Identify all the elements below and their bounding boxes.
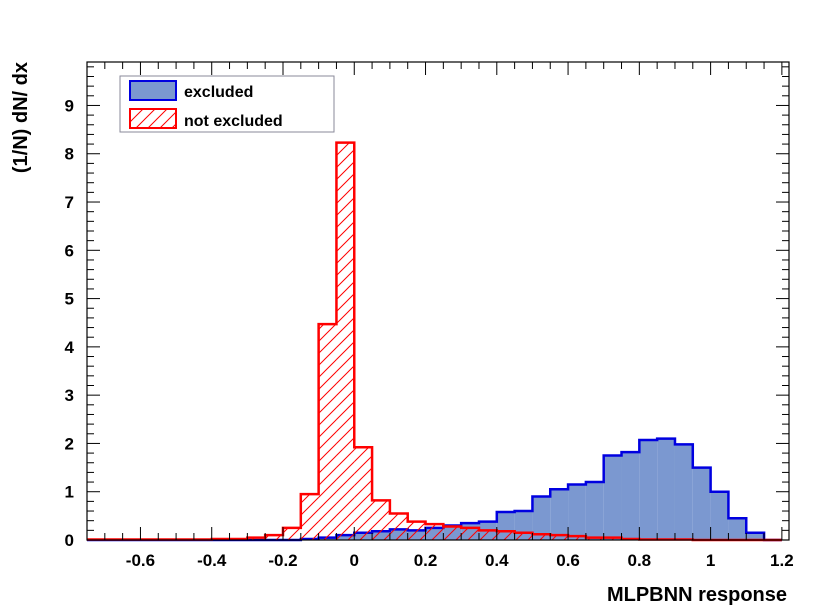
x-tick-label: 1 <box>706 551 715 570</box>
histogram-bar <box>443 526 462 540</box>
histogram-bar <box>603 455 622 540</box>
y-tick-label: 5 <box>65 290 74 309</box>
histogram-bar <box>746 532 765 540</box>
histogram-bar <box>639 440 658 540</box>
x-tick-label: -0.6 <box>126 551 155 570</box>
legend-label-excluded: excluded <box>184 84 253 101</box>
y-tick-label: 1 <box>65 483 74 502</box>
x-axis-title: MLPBNN response <box>607 584 787 606</box>
histogram-bar <box>532 534 551 540</box>
histogram-bar <box>318 324 337 540</box>
x-tick-label: -0.4 <box>197 551 227 570</box>
x-tick-label: 0 <box>350 551 359 570</box>
histogram-bar <box>585 482 604 540</box>
y-tick-label: 0 <box>65 531 74 550</box>
histogram-bar <box>621 452 640 540</box>
y-tick-label: 9 <box>65 96 74 115</box>
x-tick-label: 0.4 <box>485 551 509 570</box>
histogram-bar <box>568 484 586 540</box>
histogram-bar <box>265 535 283 540</box>
histogram-bar <box>674 444 693 540</box>
y-tick-label: 7 <box>65 193 74 212</box>
legend-swatch-not-excluded <box>129 108 177 129</box>
y-tick-label: 8 <box>65 145 74 164</box>
histogram-bar <box>550 535 569 540</box>
legend-swatch-excluded <box>129 80 177 101</box>
histogram-bar <box>407 521 426 540</box>
histogram-bar <box>692 467 711 540</box>
x-tick-label: 1.2 <box>770 551 794 570</box>
histogram-bar <box>657 438 675 540</box>
x-tick-label: -0.2 <box>268 551 297 570</box>
x-tick-label: 0.2 <box>414 551 438 570</box>
histogram-bar <box>354 447 373 540</box>
y-axis-title: (1/N) dN/ dx <box>10 62 32 173</box>
histogram-bar <box>532 496 551 540</box>
histogram-bar <box>282 527 301 540</box>
histogram-bar <box>389 513 408 540</box>
series-layer <box>87 141 782 542</box>
y-tick-label: 2 <box>65 434 74 453</box>
legend-label-not-excluded: not excluded <box>184 113 283 130</box>
series-not-excluded <box>87 141 782 542</box>
histogram-bar <box>425 524 444 540</box>
plot-frame <box>86 61 790 541</box>
histogram-bar <box>514 532 533 540</box>
x-tick-label: 0.8 <box>628 551 652 570</box>
y-tick-label: 4 <box>65 338 75 357</box>
histogram-bar <box>478 530 497 540</box>
histogram-bar <box>496 531 515 540</box>
x-tick-label: 0.6 <box>556 551 580 570</box>
histogram-bar <box>300 494 319 540</box>
histogram-bar <box>461 527 479 540</box>
axes-layer: -0.6 -0.4 -0.2 0 0.2 0.4 0.6 0.8 1 1.2 0 1 2 3 4 5 6 7 8 9 <box>65 61 794 570</box>
histogram-bar <box>372 500 390 540</box>
histogram-bar <box>550 489 569 540</box>
histogram-bar <box>568 536 586 540</box>
histogram-bar <box>728 518 747 540</box>
y-tick-label: 6 <box>65 241 74 260</box>
histogram-bar <box>710 491 729 540</box>
y-tick-label: 3 <box>65 386 74 405</box>
legend: excluded not excluded <box>119 75 335 133</box>
histogram-bar <box>336 142 355 540</box>
